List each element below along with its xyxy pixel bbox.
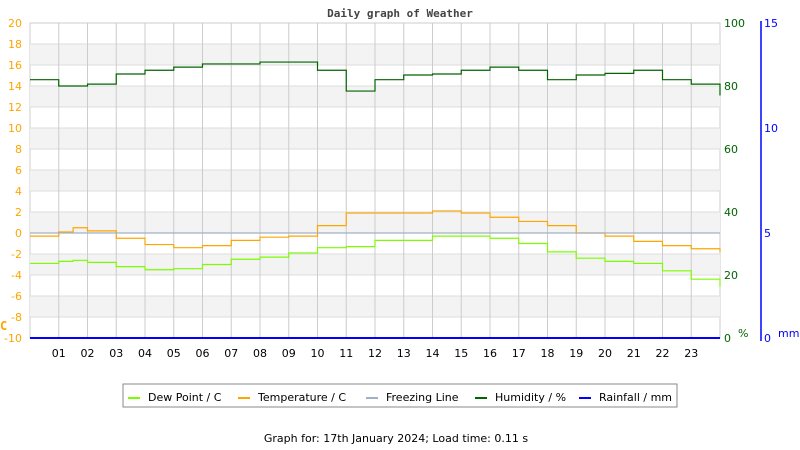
series-lines	[30, 61, 721, 339]
left-tick-label: -2	[11, 248, 22, 261]
x-tick-label: 05	[167, 347, 181, 360]
x-tick-label: 17	[512, 347, 526, 360]
x-tick-label: 08	[253, 347, 267, 360]
x-tick-label: 22	[656, 347, 670, 360]
left-axis-label: C	[0, 319, 7, 333]
left-tick-label: 12	[8, 101, 22, 114]
left-tick-label: 16	[8, 59, 22, 72]
x-tick-label: 23	[684, 347, 698, 360]
x-tick-label: 11	[339, 347, 353, 360]
x-tick-label: 02	[81, 347, 95, 360]
x-tick-label: 19	[569, 347, 583, 360]
left-tick-label: -4	[11, 269, 22, 282]
legend-label: Freezing Line	[386, 391, 459, 404]
left-tick-label: 4	[15, 185, 22, 198]
x-tick-label: 14	[426, 347, 440, 360]
x-tick-label: 03	[109, 347, 123, 360]
legend-label: Humidity / %	[495, 391, 566, 404]
legend-label: Dew Point / C	[148, 391, 222, 404]
x-tick-label: 13	[397, 347, 411, 360]
series-line-dew-point-c	[30, 235, 721, 287]
x-tick-label: 18	[541, 347, 555, 360]
x-tick-label: 15	[454, 347, 468, 360]
right-tick-label: 0	[724, 332, 731, 345]
rain-tick-label: 15	[764, 17, 778, 30]
x-tick-label: 10	[311, 347, 325, 360]
right-tick-label: 60	[724, 143, 738, 156]
x-tick-label: 12	[368, 347, 382, 360]
x-tick-label: 09	[282, 347, 296, 360]
x-tick-label: 04	[138, 347, 152, 360]
left-tick-label: -10	[4, 332, 22, 345]
left-tick-label: 14	[8, 80, 22, 93]
x-tick-label: 01	[52, 347, 66, 360]
left-tick-label: 2	[15, 206, 22, 219]
left-tick-label: 6	[15, 164, 22, 177]
rain-axis-label: mm	[778, 327, 799, 340]
chart-title: Daily graph of Weather	[327, 7, 473, 20]
left-tick-label: 0	[15, 227, 22, 240]
rain-tick-label: 0	[764, 332, 771, 345]
series-line-temperature-c	[30, 210, 721, 252]
left-tick-label: 20	[8, 17, 22, 30]
right-tick-label: 80	[724, 80, 738, 93]
x-tick-label: 07	[224, 347, 238, 360]
left-tick-label: -6	[11, 290, 22, 303]
x-tick-label: 16	[483, 347, 497, 360]
right-tick-label: 100	[724, 17, 745, 30]
left-tick-label: 18	[8, 38, 22, 51]
left-tick-label: -8	[11, 311, 22, 324]
legend-label: Temperature / C	[257, 391, 346, 404]
right-axis-label: %	[738, 327, 748, 340]
rain-tick-label: 5	[764, 227, 771, 240]
rain-tick-label: 10	[764, 122, 778, 135]
x-tick-label: 20	[598, 347, 612, 360]
right-tick-label: 40	[724, 206, 738, 219]
series-line-humidity	[30, 61, 721, 96]
axes: 01 02 03 04 05 06 07 08 09 10 11 12 13 14 15 16 17 18 19 20…	[4, 17, 778, 360]
legend: Dew Point / C Temperature / C Freezing Lin…	[122, 383, 678, 408]
left-tick-label: 8	[15, 143, 22, 156]
x-tick-label: 21	[627, 347, 641, 360]
footer-text: Graph for: 17th January 2024; Load time:…	[264, 432, 528, 445]
legend-label: Rainfall / mm	[599, 391, 672, 404]
grid	[29, 22, 721, 339]
left-tick-label: 10	[8, 122, 22, 135]
x-tick-label: 06	[196, 347, 210, 360]
right-tick-label: 20	[724, 269, 738, 282]
